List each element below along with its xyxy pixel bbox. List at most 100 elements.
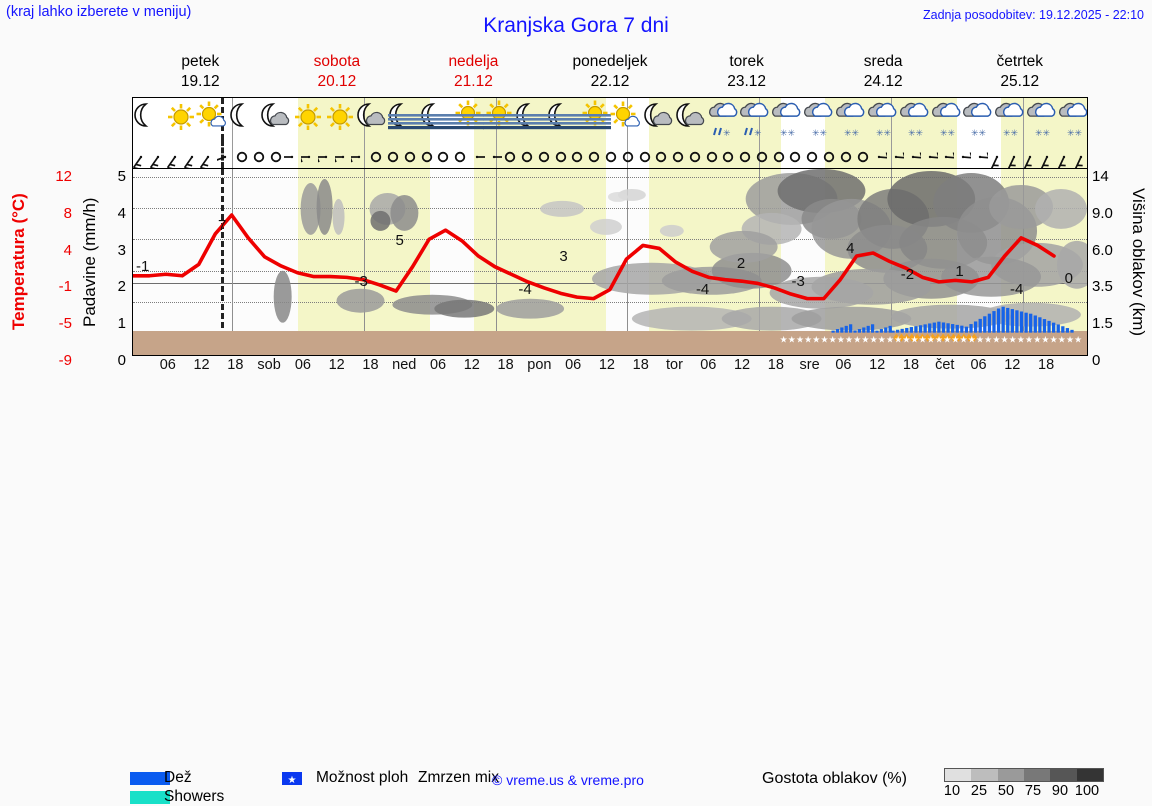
day-name: nedelja: [405, 52, 542, 72]
x-axis-tick-label: 18: [1038, 357, 1054, 373]
wind-calm-icon: [737, 140, 753, 168]
wind-calm-icon: [251, 140, 267, 168]
svg-text:✳✳: ✳✳: [940, 129, 956, 138]
svg-text:✳✳: ✳✳: [844, 129, 860, 138]
temperature-value-label: 3: [559, 248, 567, 265]
axis-tick-label: 0: [1092, 352, 1126, 369]
x-axis-tick-label: ned: [392, 357, 416, 373]
legend-swatch-shower-chance: ★: [282, 772, 302, 785]
density-swatch: [971, 769, 997, 781]
x-axis-tick-label: 06: [430, 357, 446, 373]
density-swatch: [1077, 769, 1103, 781]
x-axis-tick-label: tor: [666, 357, 683, 373]
day-date: 19.12: [132, 72, 269, 92]
legend-label-shower-chance: Možnost ploh: [316, 769, 408, 787]
wind-calm-icon: [402, 140, 418, 168]
wind-barb-icon: [922, 140, 938, 168]
axis-tick-label: 3: [100, 242, 126, 259]
wind-calm-icon: [637, 140, 653, 168]
x-axis-tick-label: 12: [193, 357, 209, 373]
wind-calm-icon: [804, 140, 820, 168]
copyright-label: © vreme.us & vreme.pro: [492, 772, 644, 788]
cloud-density-colorbar: [944, 768, 1104, 782]
cloud-snow-icon: ✳✳: [1053, 100, 1088, 138]
weather-icon-band: ✳✳✳✳✳✳✳✳✳✳✳✳✳✳✳✳✳✳✳✳✳✳: [132, 97, 1088, 140]
wind-calm-icon: [838, 140, 854, 168]
wind-barb-icon: [871, 140, 887, 168]
x-axis-tick-label: 12: [1004, 357, 1020, 373]
wind-calm-icon: [720, 140, 736, 168]
wind-calm-icon: [569, 140, 585, 168]
wind-barb-icon: [200, 140, 216, 168]
wind-barb-icon: [905, 140, 921, 168]
axis-tick-label: 4: [100, 205, 126, 222]
density-swatch: [1050, 769, 1076, 781]
day-name: ponedeljek: [542, 52, 679, 72]
axis-tick-label: -1: [32, 278, 72, 295]
density-tick-label: 75: [1025, 783, 1041, 799]
wind-calm-icon: [586, 140, 602, 168]
wind-calm-icon: [821, 140, 837, 168]
x-axis-tick-label: sre: [800, 357, 820, 373]
axis-tick-label: -9: [32, 352, 72, 369]
svg-text:✳✳: ✳✳: [971, 129, 987, 138]
x-axis-tick-label: 12: [329, 357, 345, 373]
density-tick-label: 90: [1052, 783, 1068, 799]
x-axis-tick-label: 06: [565, 357, 581, 373]
wind-calm-icon: [620, 140, 636, 168]
wind-calm-icon: [502, 140, 518, 168]
wind-calm-icon: [435, 140, 451, 168]
axis-tick-label: 2: [100, 278, 126, 295]
forecast-plot: ★★★★★★★★★★★★★★★★★★★★★★★★★★★★★★★★★★★★★ -1…: [132, 168, 1088, 356]
svg-text:✳✳: ✳✳: [876, 129, 892, 138]
wind-barb-icon: [1073, 140, 1088, 168]
x-axis-tick-label: 18: [768, 357, 784, 373]
cloud-density-legend-label: Gostota oblakov (%): [762, 770, 907, 788]
density-swatch: [945, 769, 971, 781]
temperature-value-label: 2: [737, 255, 745, 272]
svg-text:✳: ✳: [723, 129, 731, 138]
axis-tick-label: 6.0: [1092, 242, 1126, 259]
last-update-label: Zadnja posodobitev: 19.12.2025 - 22:10: [923, 8, 1144, 22]
x-axis-tick-label: 18: [227, 357, 243, 373]
temperature-value-label: -4: [1010, 281, 1023, 298]
density-tick-label: 50: [998, 783, 1014, 799]
temperature-value-label: -3: [355, 273, 368, 290]
temperature-value-label: -1: [136, 258, 149, 275]
wind-barb-icon: [486, 140, 502, 168]
wind-calm-icon: [234, 140, 250, 168]
wind-calm-icon: [687, 140, 703, 168]
wind-calm-icon: [268, 140, 284, 168]
x-axis-tick-label: pon: [527, 357, 551, 373]
wind-barb-icon: [167, 140, 183, 168]
svg-text:★: ★: [288, 775, 297, 785]
x-axis-tick-label: 18: [633, 357, 649, 373]
legend-label-frozen-mix: Zmrzen mix: [418, 769, 499, 787]
day-name: sreda: [815, 52, 952, 72]
day-name: sobota: [269, 52, 406, 72]
wind-barb-icon: [1006, 140, 1022, 168]
svg-text:✳✳: ✳✳: [780, 129, 796, 138]
wind-barb-icon: [1039, 140, 1055, 168]
x-axis-tick-label: 18: [903, 357, 919, 373]
day-name: torek: [678, 52, 815, 72]
temperature-value-label: 5: [395, 232, 403, 249]
wind-calm-icon: [670, 140, 686, 168]
temperature-value-label: -2: [901, 266, 914, 283]
wind-barb-icon: [888, 140, 904, 168]
density-swatch: [998, 769, 1024, 781]
density-swatch: [1024, 769, 1050, 781]
axis-tick-label: 5: [100, 168, 126, 185]
axis-tick-label: 8: [32, 205, 72, 222]
temperature-value-label: 0: [1065, 270, 1073, 287]
wind-barb-icon: [351, 140, 367, 168]
svg-text:✳✳: ✳✳: [812, 129, 828, 138]
axis-tick-label: 1: [100, 315, 126, 332]
x-axis-tick-label: 18: [362, 357, 378, 373]
wind-calm-icon: [704, 140, 720, 168]
x-axis-tick-label: 06: [295, 357, 311, 373]
x-axis-tick-label: 12: [599, 357, 615, 373]
